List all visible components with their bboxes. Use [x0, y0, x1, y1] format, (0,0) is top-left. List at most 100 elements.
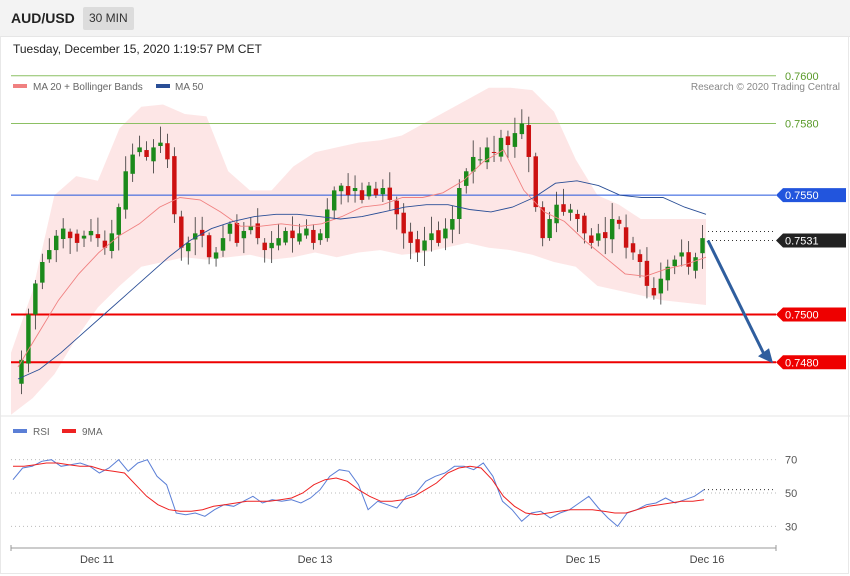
candle-body [213, 252, 219, 259]
candle-body [276, 238, 281, 246]
candle-body [443, 228, 448, 239]
candle-body [366, 185, 372, 197]
candle-body [512, 133, 518, 147]
candle-body [582, 215, 587, 234]
candle-body [603, 232, 608, 239]
candle-body [394, 200, 399, 215]
candle-body [318, 233, 323, 241]
candle-body [290, 230, 295, 239]
candle-body [165, 143, 170, 160]
candle-body [686, 252, 691, 267]
candle-body [630, 243, 636, 253]
candle-body [359, 190, 365, 200]
level-0-7480-tag [776, 355, 846, 370]
candle-body [464, 171, 469, 186]
candle-body [380, 188, 386, 195]
candle-body [387, 187, 393, 200]
chart-timestamp: Tuesday, December 15, 2020 1:19:57 PM CE… [13, 42, 262, 56]
candle-body [345, 186, 351, 196]
candle-body [596, 233, 601, 241]
bollinger-bands [11, 87, 706, 415]
candle-body [179, 216, 184, 248]
candle-body [95, 234, 101, 239]
x-tick-dec-15: Dec 15 [566, 554, 601, 566]
candle-body [255, 223, 260, 239]
candle-body [88, 230, 94, 236]
candle-body [19, 359, 24, 384]
candle-body [248, 226, 254, 231]
candle-body [672, 259, 677, 267]
candle-body [422, 240, 427, 251]
level-0-7480-label: 0.7480 [785, 357, 819, 369]
candle-body [533, 156, 538, 208]
candle-body [658, 278, 664, 294]
candle-body [519, 123, 525, 135]
candle-body [679, 252, 684, 257]
candle-body [234, 222, 240, 243]
candle-body [401, 212, 406, 234]
rsi-tick-50: 50 [785, 488, 797, 500]
rsi-legend-label: RSI [33, 427, 50, 438]
candle-body [665, 266, 671, 281]
x-tick-dec-11: Dec 11 [80, 554, 114, 566]
level-0-7600-label: 0.7600 [785, 71, 819, 83]
candle-body [623, 227, 629, 248]
header-bar: AUD/USD 30 MIN [0, 0, 850, 37]
candle-body [477, 159, 483, 161]
candle-body [53, 235, 59, 251]
ma50-legend-label: MA 50 [175, 82, 204, 93]
candle-body [644, 260, 650, 286]
ma50-line [17, 180, 707, 380]
ma20-line [17, 149, 707, 368]
candle-body [589, 235, 594, 243]
rsi-9ma-line [13, 462, 705, 516]
candle-body [269, 242, 274, 249]
candle-body [130, 154, 135, 174]
candle-body [700, 238, 705, 254]
rsi-line [12, 458, 705, 528]
candle-body [67, 231, 73, 239]
candle-body [192, 233, 198, 240]
candle-body [651, 288, 657, 296]
candle-body [338, 185, 344, 192]
level-0-7531-label: 0.7531 [785, 236, 819, 248]
candle-body [575, 213, 580, 220]
rsi-legend-swatch [13, 429, 27, 433]
x-tick-dec-16: Dec 16 [690, 554, 725, 566]
candle-body [554, 204, 559, 224]
candle-body [186, 242, 191, 252]
candle-body [199, 229, 205, 236]
candle-body [470, 156, 476, 172]
candle-body [568, 209, 573, 213]
x-tick-dec-13: Dec 13 [298, 554, 333, 566]
candle-body [311, 229, 316, 243]
candle-body [137, 147, 142, 153]
candle-body [297, 233, 302, 242]
symbol-label: AUD/USD [11, 10, 75, 26]
candle-body [40, 262, 45, 283]
candle-body [616, 219, 622, 224]
level-0-7500-label: 0.7500 [785, 310, 819, 322]
ma20-legend-swatch [13, 84, 27, 88]
candle-body [33, 283, 38, 315]
candle-body [540, 207, 545, 239]
level-0-7531-tag [776, 233, 846, 248]
candle-body [505, 136, 511, 146]
candle-body [408, 231, 413, 243]
candle-body [47, 250, 52, 260]
candle-body [304, 228, 309, 236]
level-0-7580-label: 0.7580 [785, 119, 819, 131]
ma50-legend-swatch [156, 84, 170, 88]
candle-body [331, 190, 337, 211]
candle-body [352, 188, 358, 192]
level-0-7550-label: 0.7550 [785, 190, 819, 202]
candle-body [450, 219, 455, 230]
candle-body [227, 223, 233, 234]
candle-body [151, 147, 156, 162]
ma9-legend-swatch [62, 429, 76, 433]
candle-body [172, 156, 177, 215]
rsi-tick-30: 30 [785, 521, 797, 533]
candle-body [547, 219, 552, 239]
timeframe-button[interactable]: 30 MIN [83, 7, 134, 30]
